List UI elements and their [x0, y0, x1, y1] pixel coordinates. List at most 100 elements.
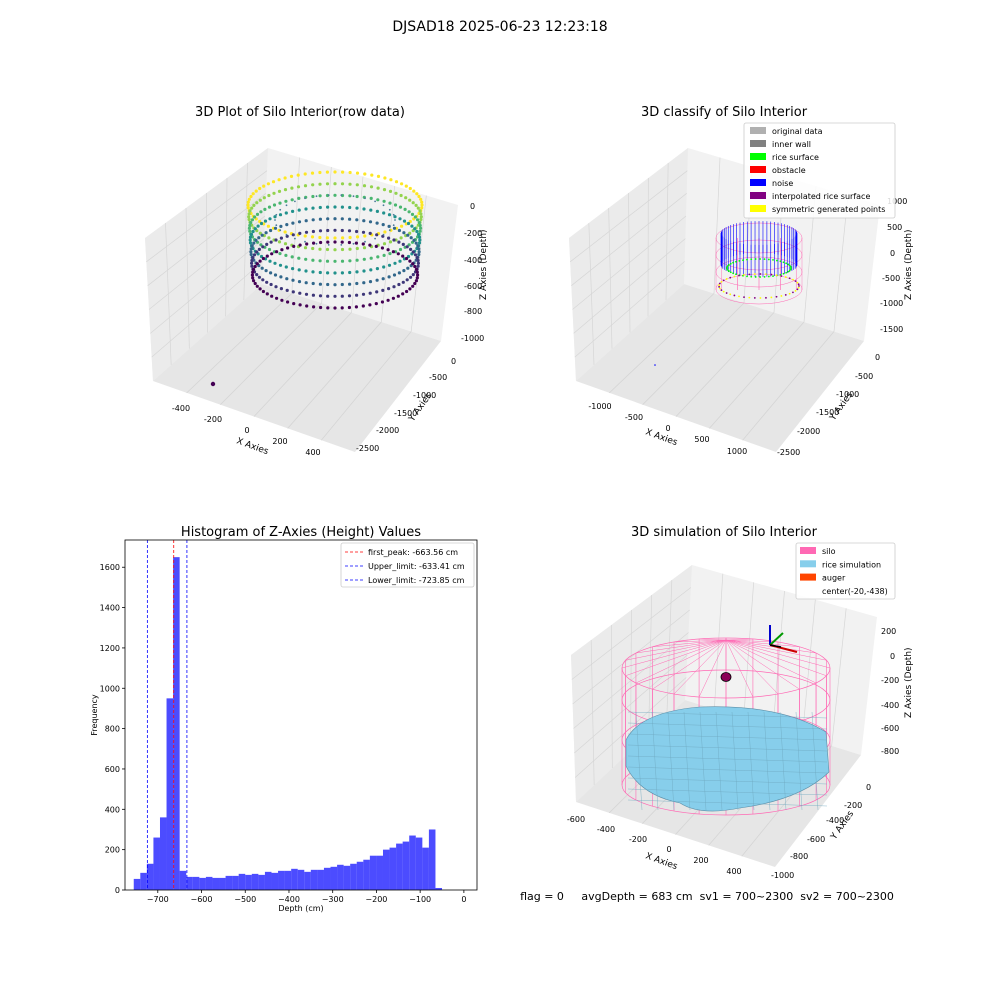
- x-tick-label: −500: [234, 895, 256, 904]
- mesh-line: [779, 711, 787, 811]
- surface-point: [788, 277, 791, 280]
- raw-point: [326, 294, 330, 298]
- raw-point: [246, 203, 250, 207]
- raw-point: [413, 215, 417, 219]
- classify-x-axis-label: X Axies: [644, 427, 679, 448]
- raw-point: [411, 262, 415, 266]
- raw-point: [285, 233, 288, 236]
- raw-point: [283, 188, 288, 192]
- raw-point: [368, 243, 372, 247]
- raw-point: [304, 292, 309, 296]
- surface-point: [765, 296, 767, 299]
- legend-label: obstacle: [772, 166, 806, 175]
- raw-point: [348, 282, 352, 286]
- silo-roof-line: [725, 639, 800, 690]
- raw-data-3d-plot: 3D Plot of Silo Interior(row data) -400 …: [145, 105, 489, 457]
- raw-point: [420, 200, 424, 204]
- raw-point: [388, 252, 392, 256]
- raw-point: [394, 180, 399, 184]
- raw-point: [417, 235, 422, 239]
- classify-noise-point: [654, 364, 656, 366]
- raw-point: [387, 275, 391, 279]
- raw-point: [348, 235, 352, 240]
- raw-point: [376, 174, 381, 178]
- mesh-line: [795, 711, 803, 811]
- silo-wireframe: [621, 637, 831, 816]
- raw-point: [355, 171, 360, 175]
- legend-swatch: [750, 192, 766, 199]
- raw-point: [263, 219, 268, 223]
- surface-point: [725, 278, 728, 280]
- depth-histogram: Histogram of Z-Axies (Height) Values −70…: [90, 525, 478, 913]
- histogram-bar: [291, 868, 298, 890]
- raw-point: [252, 241, 256, 245]
- rice-point: [772, 275, 774, 277]
- rice-point: [763, 275, 766, 278]
- svg-text:-800: -800: [790, 852, 808, 861]
- raw-point: [416, 206, 420, 210]
- raw-point: [260, 233, 264, 237]
- gridline: [291, 157, 301, 294]
- raw-point: [416, 273, 420, 277]
- raw-point: [348, 259, 352, 263]
- histogram-bar: [192, 876, 200, 890]
- raw-point: [279, 208, 282, 211]
- mesh-line: [667, 711, 675, 811]
- raw-point: [258, 287, 262, 291]
- legend-label: rice simulation: [822, 560, 881, 569]
- raw-point: [247, 217, 251, 222]
- raw-point: [318, 194, 322, 198]
- rice-point: [729, 271, 732, 274]
- raw-point: [249, 232, 254, 236]
- raw-point: [248, 238, 252, 242]
- raw-point: [312, 305, 316, 309]
- raw-point: [297, 196, 301, 200]
- raw-point: [420, 206, 424, 210]
- y-tick-label: 400: [105, 805, 120, 814]
- raw-point: [340, 271, 344, 275]
- raw-point: [355, 218, 359, 222]
- raw-point: [348, 170, 352, 175]
- raw-point: [298, 303, 302, 307]
- raw-point: [274, 219, 276, 221]
- raw-point: [408, 259, 412, 263]
- raw-point: [333, 248, 337, 252]
- raw-point: [250, 264, 254, 268]
- raw-point: [405, 278, 409, 282]
- raw-point: [333, 236, 337, 240]
- raw-point: [318, 229, 323, 233]
- histogram-bar: [205, 876, 213, 890]
- svg-text:-400: -400: [826, 816, 844, 825]
- raw-point: [397, 240, 401, 244]
- legend-label: auger: [822, 574, 846, 583]
- raw-point: [318, 182, 322, 186]
- raw-point: [252, 279, 256, 283]
- histogram-bar: [278, 870, 285, 890]
- raw-point: [411, 201, 415, 205]
- raw-point: [266, 182, 270, 186]
- raw-point: [381, 223, 385, 227]
- raw-point: [269, 240, 273, 244]
- legend-swatch: [800, 573, 816, 581]
- raw-left-pane: [145, 148, 268, 381]
- raw-point: [355, 206, 359, 210]
- raw-point: [289, 174, 294, 178]
- histogram-bar: [415, 837, 423, 890]
- raw-point: [318, 270, 322, 275]
- raw-point: [340, 182, 345, 186]
- svg-text:0: 0: [470, 202, 475, 211]
- surface-point: [796, 288, 799, 291]
- svg-text:-400: -400: [172, 404, 190, 413]
- raw-point: [274, 238, 278, 242]
- raw-point: [291, 233, 295, 237]
- raw-point: [405, 245, 409, 249]
- gridline: [801, 599, 816, 737]
- raw-point: [311, 183, 315, 187]
- surface-point: [748, 273, 751, 276]
- gridline: [574, 261, 685, 358]
- rice-point: [788, 269, 791, 272]
- raw-point: [249, 221, 253, 225]
- raw-point: [252, 253, 257, 257]
- raw-point: [255, 250, 259, 254]
- raw-point: [297, 256, 301, 260]
